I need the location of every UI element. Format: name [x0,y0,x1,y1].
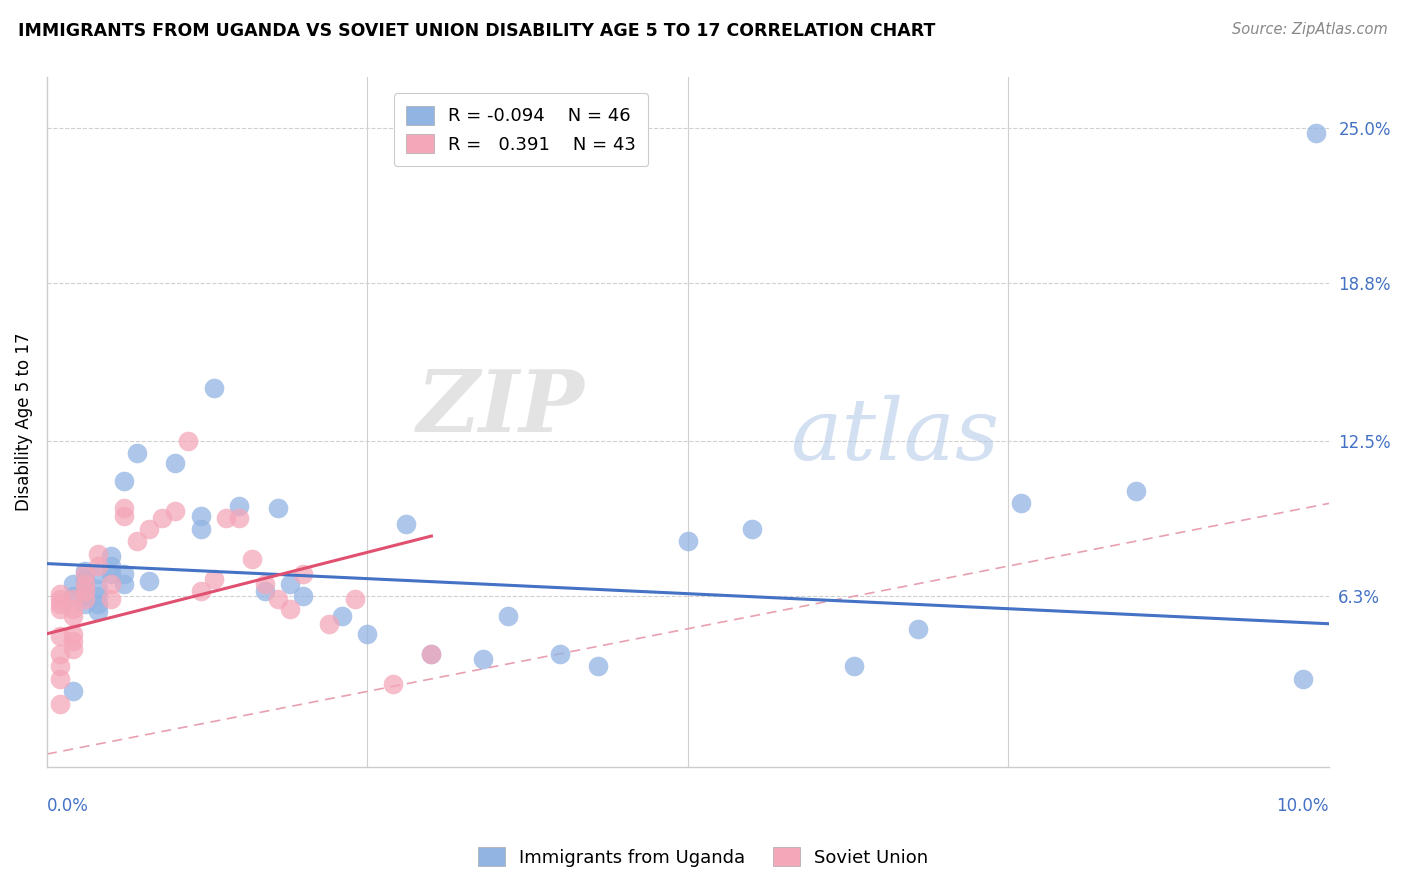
Point [165,504,187,518]
Point [112,566,135,581]
Point [138,574,160,589]
Point [87,597,110,611]
Point [62,591,84,606]
Point [907,622,929,636]
Point [100,576,122,591]
Text: IMMIGRANTS FROM UGANDA VS SOVIET UNION DISABILITY AGE 5 TO 17 CORRELATION CHART: IMMIGRANTS FROM UGANDA VS SOVIET UNION D… [18,22,935,40]
Point [112,576,135,591]
Legend: Immigrants from Uganda, Soviet Union: Immigrants from Uganda, Soviet Union [471,840,935,874]
Y-axis label: Disability Age 5 to 17: Disability Age 5 to 17 [15,333,32,511]
Point [62,627,84,641]
Point [190,508,212,523]
Point [48,601,70,615]
Point [62,576,84,591]
Point [1305,126,1327,140]
Point [48,672,70,686]
Point [48,597,70,611]
Point [87,589,110,603]
Point [356,627,378,641]
Point [62,601,84,615]
Point [62,589,84,603]
Point [190,584,212,599]
Point [676,534,699,549]
Point [844,659,866,673]
Point [112,501,135,516]
Point [62,641,84,656]
Point [48,591,70,606]
Point [75,597,97,611]
Point [1010,496,1032,510]
Point [292,589,315,603]
Text: atlas: atlas [790,394,1000,477]
Point [48,587,70,601]
Point [75,566,97,581]
Point [62,634,84,648]
Point [228,511,250,525]
Point [420,647,443,661]
Point [1292,672,1315,686]
Point [75,572,97,586]
Point [471,652,494,666]
Point [75,579,97,593]
Point [87,604,110,618]
Point [395,516,418,531]
Point [190,522,212,536]
Point [498,609,520,624]
Point [100,591,122,606]
Point [343,591,366,606]
Point [62,684,84,698]
Point [586,659,609,673]
Point [292,566,315,581]
Point [228,499,250,513]
Point [280,576,302,591]
Point [112,474,135,488]
Point [1125,483,1147,498]
Point [420,647,443,661]
Point [138,522,160,536]
Point [253,576,276,591]
Point [125,446,148,460]
Text: Source: ZipAtlas.com: Source: ZipAtlas.com [1232,22,1388,37]
Point [240,551,263,566]
Point [741,522,763,536]
Point [75,591,97,606]
Point [112,508,135,523]
Point [381,677,404,691]
Point [177,434,200,448]
Point [75,564,97,578]
Point [75,584,97,599]
Point [150,511,173,525]
Point [48,659,70,673]
Point [280,601,302,615]
Point [253,584,276,599]
Point [266,501,288,516]
Point [100,566,122,581]
Text: ZIP: ZIP [418,367,585,450]
Text: 10.0%: 10.0% [1277,797,1329,814]
Point [87,559,110,574]
Point [125,534,148,549]
Point [165,456,187,470]
Legend: R = -0.094    N = 46, R =   0.391    N = 43: R = -0.094 N = 46, R = 0.391 N = 43 [394,94,648,167]
Point [100,549,122,563]
Point [100,559,122,574]
Point [87,547,110,561]
Point [48,647,70,661]
Point [318,616,340,631]
Point [202,572,225,586]
Point [75,576,97,591]
Point [75,589,97,603]
Point [62,609,84,624]
Text: 0.0%: 0.0% [46,797,89,814]
Point [87,582,110,596]
Point [266,591,288,606]
Point [48,629,70,643]
Point [87,566,110,581]
Point [215,511,238,525]
Point [202,381,225,395]
Point [548,647,571,661]
Point [330,609,353,624]
Point [48,697,70,711]
